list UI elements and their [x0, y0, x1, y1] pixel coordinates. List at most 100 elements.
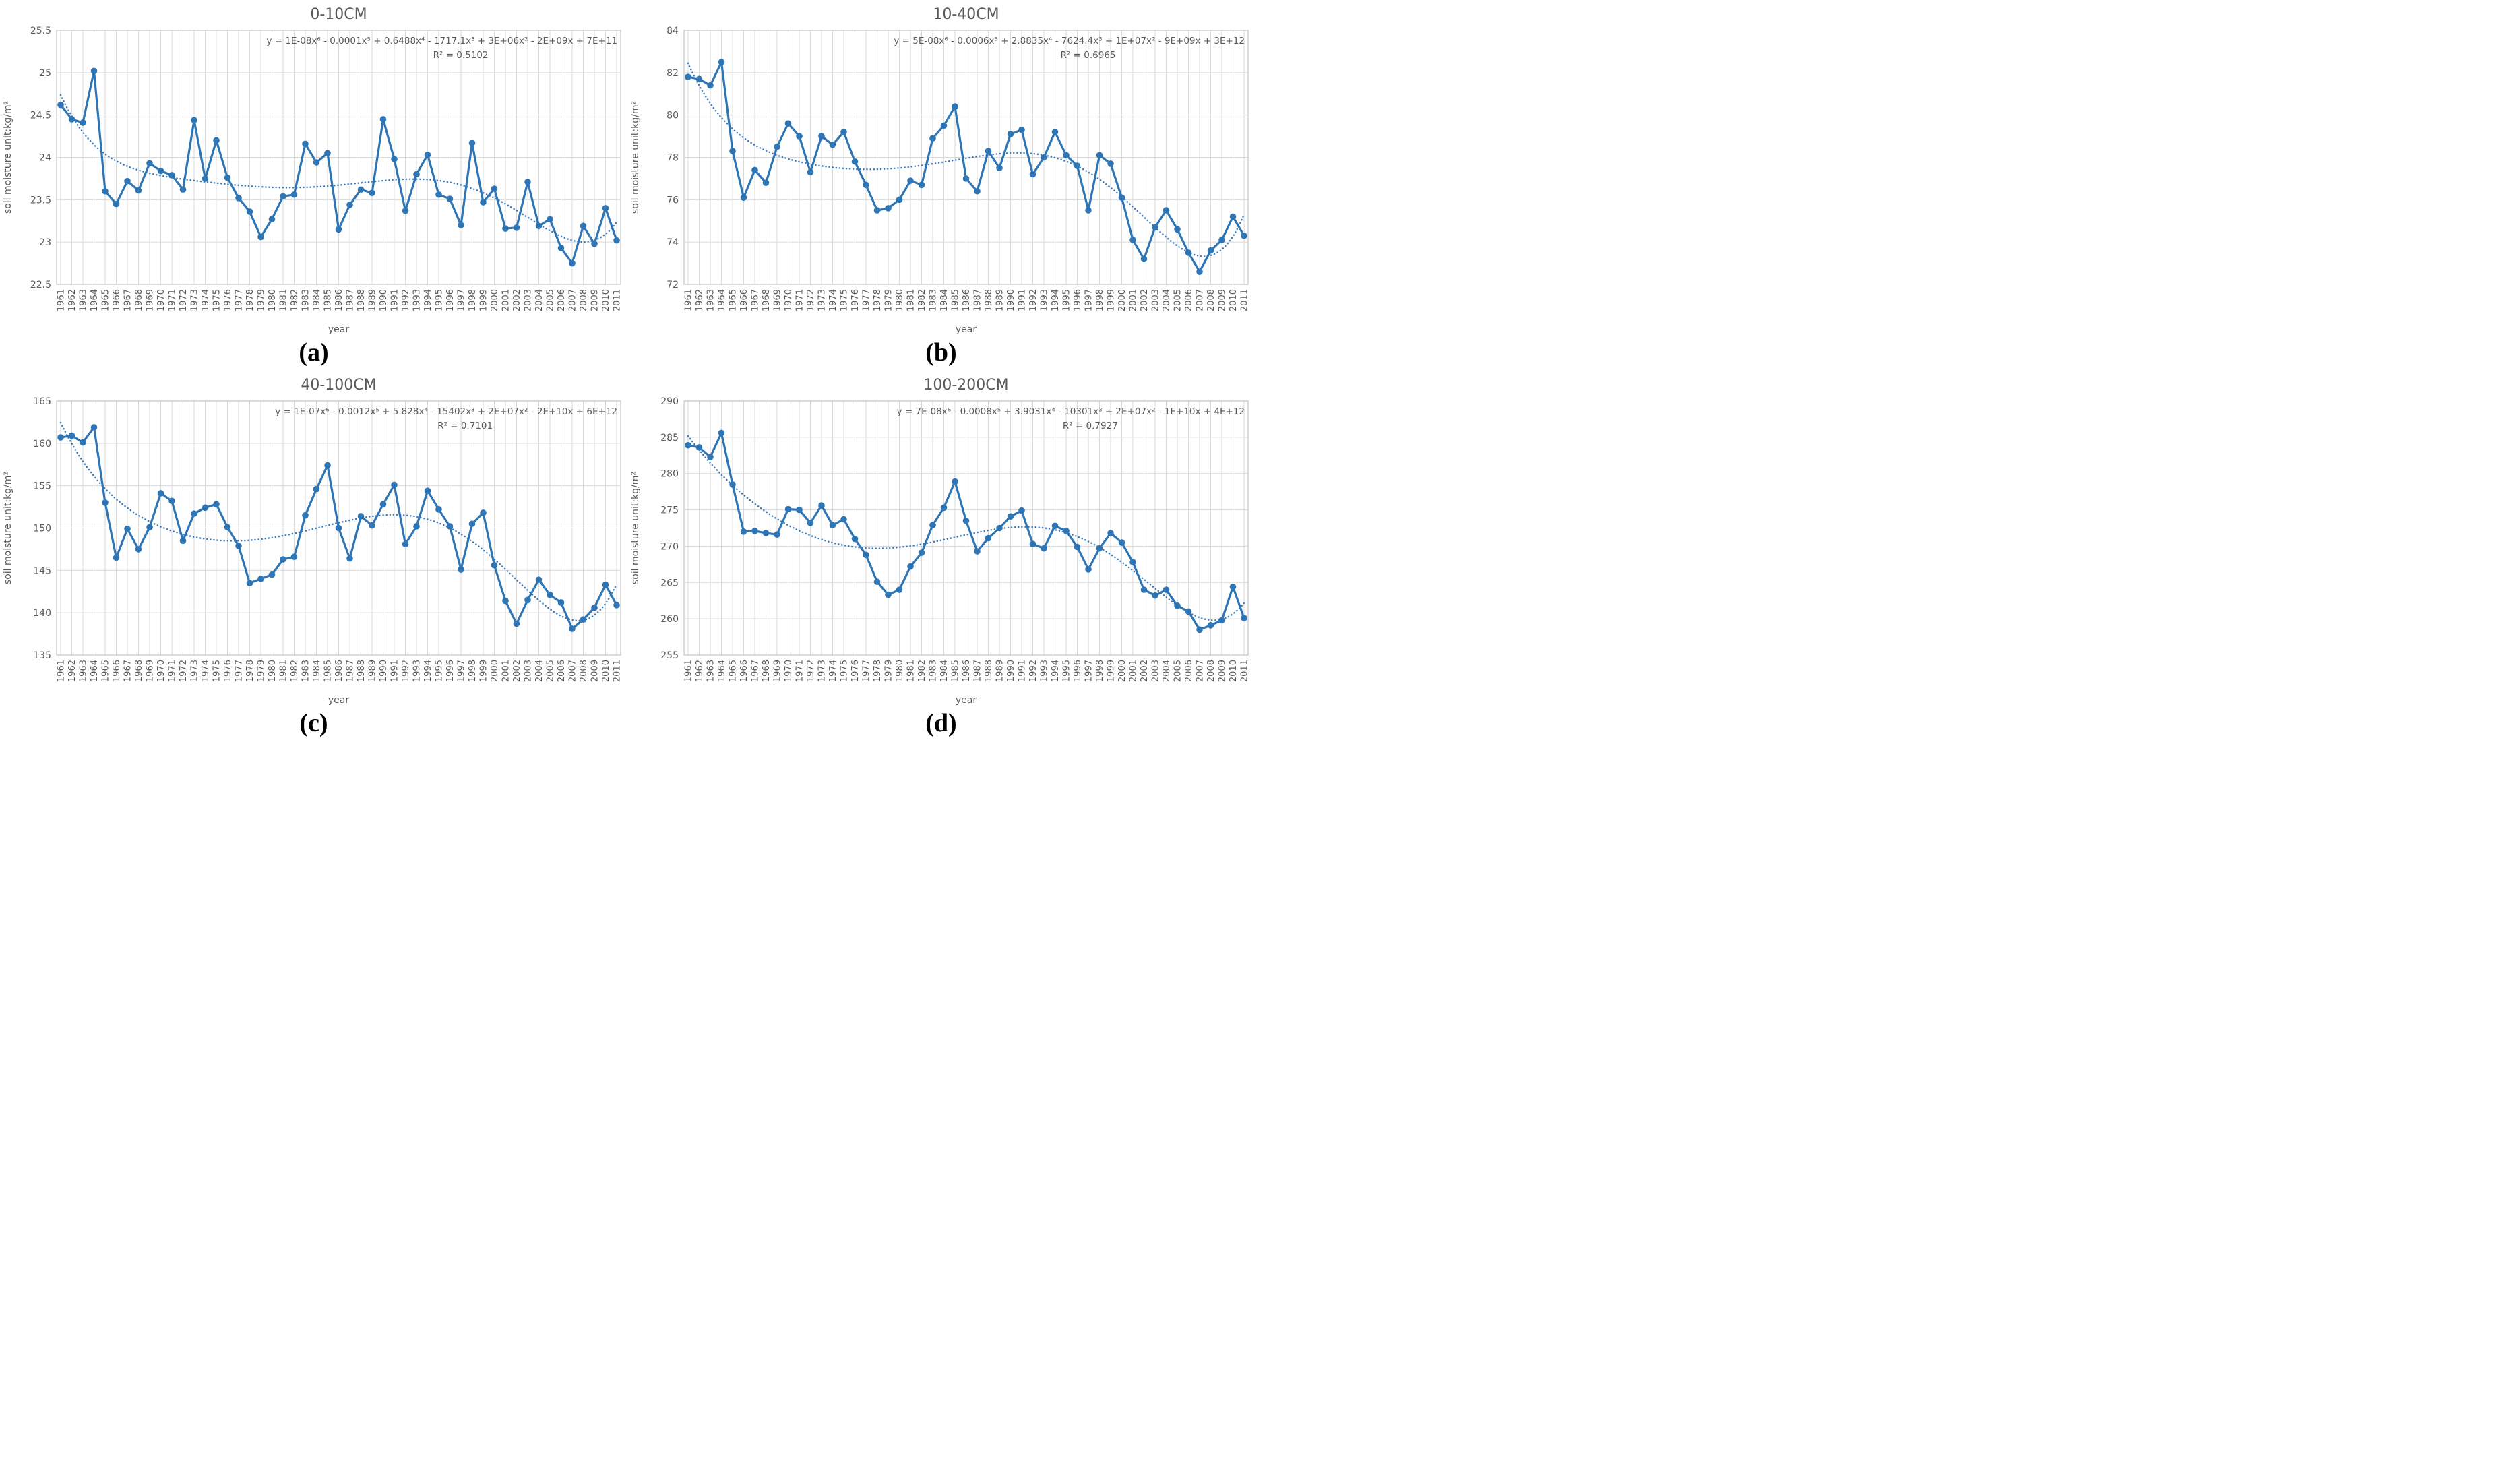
- data-point-marker: [851, 158, 859, 165]
- x-tick-label: 1989: [995, 289, 1005, 311]
- data-point-marker: [1174, 602, 1181, 609]
- data-point-marker: [313, 159, 320, 166]
- x-tick-label: 1994: [1051, 660, 1061, 682]
- data-point-markers: [57, 67, 620, 267]
- x-tick-label: 1962: [67, 660, 78, 682]
- x-tick-label: 1974: [201, 660, 211, 682]
- data-point-marker: [146, 524, 153, 531]
- data-point-marker: [751, 528, 758, 534]
- x-tick-label: 2005: [1173, 289, 1183, 311]
- data-point-marker: [774, 143, 780, 150]
- x-tick-label: 2001: [501, 660, 512, 682]
- data-point-marker: [524, 179, 531, 185]
- x-tick-label: 1979: [257, 289, 267, 311]
- x-tick-label: 2000: [490, 289, 500, 311]
- data-point-marker: [602, 581, 609, 588]
- data-point-marker: [1074, 162, 1081, 169]
- y-tick-label: 23: [39, 237, 51, 248]
- data-point-marker: [707, 454, 714, 460]
- data-point-marker: [1152, 592, 1158, 599]
- x-tick-label: 1985: [951, 289, 961, 311]
- data-point-marker: [191, 510, 197, 517]
- plot-border: [683, 30, 1249, 285]
- x-tick-label: 2011: [613, 289, 623, 311]
- data-point-marker: [940, 504, 948, 512]
- x-tick-label: 1966: [739, 289, 749, 311]
- x-tick-label: 1981: [279, 289, 289, 311]
- x-tick-label: 1978: [245, 660, 255, 682]
- x-tick-label: 1979: [884, 289, 894, 311]
- x-tick-label: 1992: [401, 660, 411, 682]
- data-point-marker: [246, 208, 253, 215]
- data-point-marker: [480, 509, 487, 516]
- x-tick-label: 2009: [1218, 289, 1228, 311]
- data-point-marker: [68, 432, 75, 439]
- data-point-marker: [1185, 249, 1192, 256]
- chart-title: 40-100CM: [301, 377, 376, 394]
- x-tick-label: 2003: [524, 289, 534, 311]
- x-tick-label: 2004: [534, 660, 545, 682]
- data-point-marker: [784, 505, 792, 513]
- data-point-marker: [1241, 232, 1247, 239]
- data-point-marker: [1185, 608, 1192, 615]
- x-tick-label: 2006: [557, 660, 567, 682]
- x-axis-title: year: [956, 324, 977, 335]
- data-point-marker: [685, 73, 691, 80]
- x-tick-label: 1978: [873, 289, 883, 311]
- x-tick-label: 1973: [817, 660, 828, 682]
- data-point-marker: [863, 181, 869, 189]
- data-point-marker: [591, 604, 598, 611]
- x-tick-label: 1991: [390, 660, 400, 682]
- x-tick-label: 1964: [90, 289, 100, 311]
- x-tick-label: 2007: [568, 660, 578, 682]
- x-tick-label: 1993: [412, 289, 423, 311]
- data-point-marker: [324, 462, 331, 469]
- data-point-marker: [729, 148, 736, 154]
- x-tick-label: 1995: [1062, 289, 1072, 311]
- x-tick-label: 1996: [445, 660, 456, 682]
- y-tick-label: 145: [33, 565, 51, 576]
- x-tick-label: 1968: [762, 289, 772, 311]
- x-tick-label: 1961: [57, 289, 67, 311]
- data-point-marker: [157, 490, 164, 497]
- x-axis-title: year: [328, 324, 349, 335]
- x-tick-label: 1970: [156, 660, 166, 682]
- data-point-marker: [179, 537, 187, 545]
- x-tick-label: 2005: [546, 660, 556, 682]
- y-tick-label: 80: [667, 111, 679, 121]
- x-tick-label: 1996: [1073, 289, 1083, 311]
- y-axis-title: soil moisture unit:kg/m²: [3, 472, 13, 584]
- data-point-marker: [202, 175, 209, 182]
- x-tick-label: 2000: [1117, 660, 1127, 682]
- x-tick-label: 1961: [684, 660, 694, 682]
- data-point-marker: [268, 571, 276, 578]
- x-tick-label: 1982: [917, 660, 927, 682]
- x-tick-label: 1976: [223, 289, 233, 311]
- data-point-marker: [524, 596, 531, 604]
- data-point-marker: [57, 101, 64, 109]
- x-tick-label: 1976: [223, 660, 233, 682]
- x-tick-label: 1983: [301, 660, 311, 682]
- data-point-marker: [685, 441, 691, 449]
- x-tick-label: 1999: [479, 289, 489, 311]
- x-tick-label: 1966: [112, 289, 122, 311]
- x-tick-label: 1998: [1095, 660, 1105, 682]
- data-point-marker: [468, 140, 476, 146]
- data-point-marker: [302, 512, 309, 519]
- data-point-marker: [1096, 545, 1103, 552]
- x-tick-label: 1995: [1062, 660, 1072, 682]
- x-tick-label: 1980: [268, 289, 278, 311]
- data-point-marker: [458, 566, 464, 573]
- x-tick-label: 1971: [168, 289, 178, 311]
- x-tick-label: 1993: [412, 660, 423, 682]
- data-point-marker: [302, 140, 309, 148]
- x-tick-label: 1980: [895, 660, 905, 682]
- x-tick-label: 1982: [290, 660, 300, 682]
- data-point-marker: [1129, 237, 1136, 243]
- data-point-marker: [268, 216, 276, 223]
- data-point-marker: [124, 525, 131, 532]
- data-point-marker: [369, 189, 375, 197]
- x-tick-label: 1988: [984, 660, 994, 682]
- x-tick-label: 1983: [929, 660, 939, 682]
